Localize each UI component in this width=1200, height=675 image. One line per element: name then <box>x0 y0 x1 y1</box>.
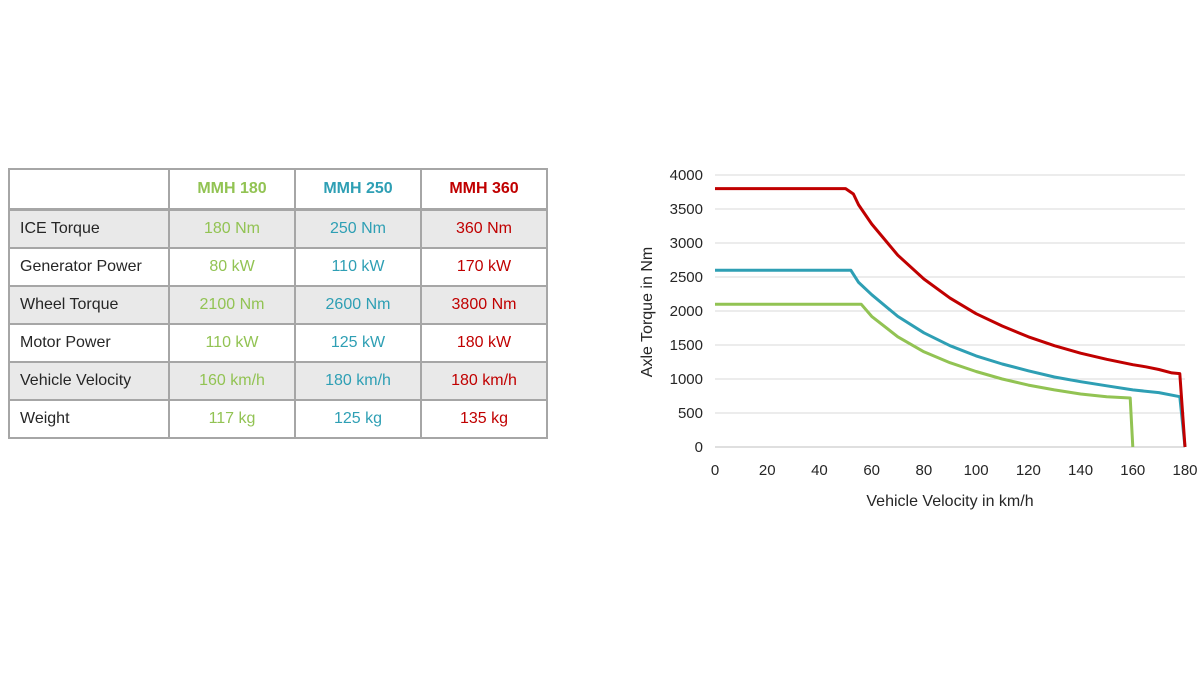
column-header: MMH 360 <box>420 168 548 211</box>
row-label: Generator Power <box>8 247 170 287</box>
table-cell: 180 km/h <box>294 361 422 401</box>
row-label: Vehicle Velocity <box>8 361 170 401</box>
y-axis-label: Axle Torque in Nm <box>639 247 656 377</box>
x-tick-label: 160 <box>1120 462 1145 479</box>
x-tick-label: 140 <box>1068 462 1093 479</box>
series-line-3 <box>715 187 1187 448</box>
table-row: ICE Torque 180 Nm 250 Nm 360 Nm <box>8 208 548 249</box>
table-row: Vehicle Velocity 160 km/h 180 km/h 180 km/h <box>8 361 548 401</box>
table-cell: 360 Nm <box>420 208 548 249</box>
x-tick-label: 20 <box>759 462 776 479</box>
y-tick-label: 1000 <box>670 371 703 388</box>
y-tick-label: 2500 <box>670 269 703 286</box>
y-tick-label: 4000 <box>670 167 703 184</box>
table-cell: 2600 Nm <box>294 285 422 325</box>
table-cell: 3800 Nm <box>420 285 548 325</box>
x-tick-label: 60 <box>863 462 880 479</box>
y-axis-ticks: 0 500 1000 1500 2000 2500 3000 3500 4000 <box>670 167 703 456</box>
table-cell: 125 kW <box>294 323 422 363</box>
table-cell: 170 kW <box>420 247 548 287</box>
series-line-1 <box>715 302 1135 448</box>
table-cell: 180 kW <box>420 323 548 363</box>
spec-table: MMH 180 MMH 250 MMH 360 ICE Torque 180 Nm 25… <box>8 168 548 439</box>
table-row: Wheel Torque 2100 Nm 2600 Nm 3800 Nm <box>8 285 548 325</box>
table-cell: 80 kW <box>168 247 296 287</box>
y-tick-label: 500 <box>678 405 703 422</box>
table-cell: 135 kg <box>420 399 548 439</box>
table-cell: 110 kW <box>294 247 422 287</box>
axle-torque-chart: 0 500 1000 1500 2000 2500 3000 3500 4000 0 20 40 60… <box>639 167 1198 510</box>
row-label: ICE Torque <box>8 208 170 249</box>
y-tick-label: 0 <box>695 439 703 456</box>
table-cell: 160 km/h <box>168 361 296 401</box>
series-line-2 <box>715 268 1187 448</box>
x-axis-label: Vehicle Velocity in km/h <box>866 493 1033 510</box>
table-cell: 2100 Nm <box>168 285 296 325</box>
y-tick-label: 2000 <box>670 303 703 320</box>
row-label: Weight <box>8 399 170 439</box>
x-axis-ticks: 0 20 40 60 80 100 120 140 160 180 <box>711 462 1198 479</box>
x-tick-label: 180 <box>1172 462 1197 479</box>
table-cell: 180 km/h <box>420 361 548 401</box>
table-body: ICE Torque 180 Nm 250 Nm 360 Nm Generator Po… <box>8 208 548 439</box>
table-row: Weight 117 kg 125 kg 135 kg <box>8 399 548 439</box>
header-corner <box>8 168 170 211</box>
y-tick-label: 1500 <box>670 337 703 354</box>
column-header: MMH 180 <box>168 168 296 211</box>
y-tick-label: 3000 <box>670 235 703 252</box>
x-tick-label: 80 <box>916 462 933 479</box>
chart-series <box>715 187 1187 448</box>
table-row: Generator Power 80 kW 110 kW 170 kW <box>8 247 548 287</box>
x-tick-label: 100 <box>964 462 989 479</box>
chart-gridlines <box>715 174 1185 448</box>
table-cell: 110 kW <box>168 323 296 363</box>
table-cell: 117 kg <box>168 399 296 439</box>
table-header-row: MMH 180 MMH 250 MMH 360 <box>8 168 548 211</box>
table-cell: 125 kg <box>294 399 422 439</box>
x-tick-label: 0 <box>711 462 719 479</box>
table-cell: 180 Nm <box>168 208 296 249</box>
row-label: Motor Power <box>8 323 170 363</box>
row-label: Wheel Torque <box>8 285 170 325</box>
column-header: MMH 250 <box>294 168 422 211</box>
x-tick-label: 40 <box>811 462 828 479</box>
x-tick-label: 120 <box>1016 462 1041 479</box>
table-cell: 250 Nm <box>294 208 422 249</box>
y-tick-label: 3500 <box>670 201 703 218</box>
table-row: Motor Power 110 kW 125 kW 180 kW <box>8 323 548 363</box>
